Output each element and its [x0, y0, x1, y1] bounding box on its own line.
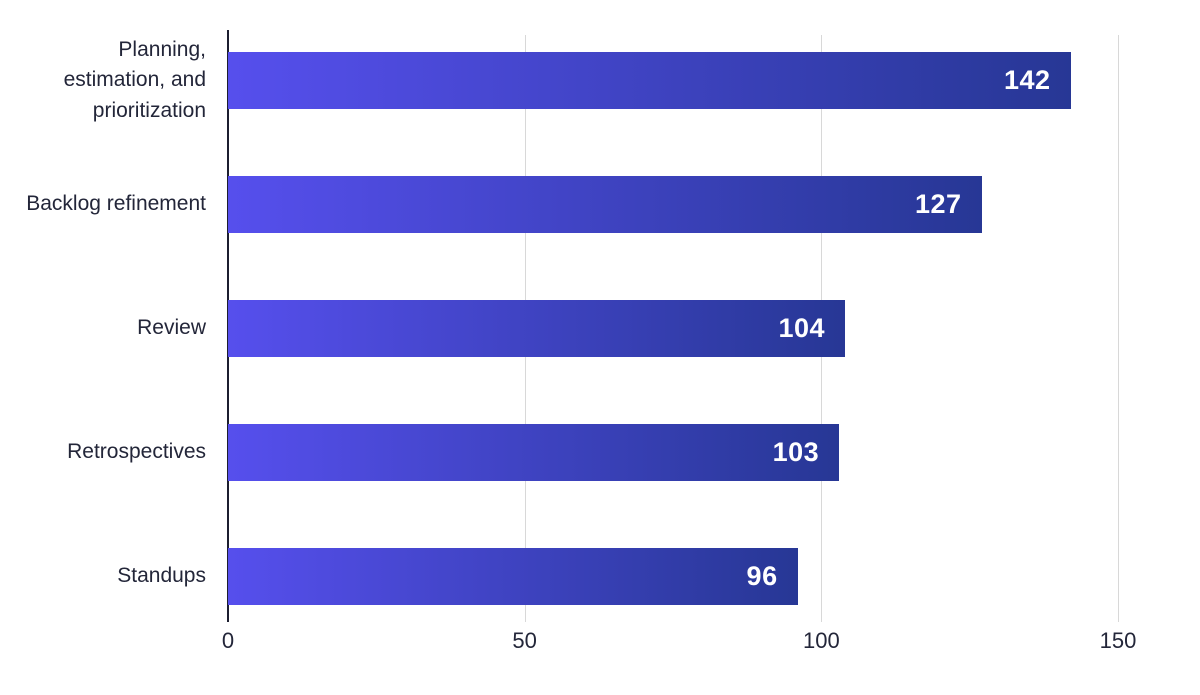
bar: 127: [228, 176, 982, 233]
bar-row: Standups 96: [0, 548, 1200, 605]
bar-rows: Planning, estimation, and prioritization…: [0, 35, 1200, 622]
category-label: Planning, estimation, and prioritization: [0, 38, 228, 122]
bar-row: Retrospectives 103: [0, 424, 1200, 481]
bar: 142: [228, 52, 1071, 109]
x-tick-label: 150: [1099, 628, 1137, 653]
bar: 96: [228, 548, 798, 605]
x-axis-tick-labels: 0 50 100 150: [222, 628, 1136, 662]
bar-value-label: 103: [772, 437, 820, 467]
category-label-text: Backlog refinement: [26, 192, 206, 216]
x-tick-label: 100: [802, 628, 840, 653]
category-label: Review: [0, 300, 228, 357]
bar-value-label: 104: [778, 313, 826, 343]
bar-row: Review 104: [0, 300, 1200, 357]
bar-value-label: 96: [746, 561, 778, 591]
bar-value-label: 127: [914, 189, 962, 219]
x-tick-label: 0: [221, 628, 235, 653]
x-tick-label: 50: [512, 628, 537, 653]
bar: 103: [228, 424, 840, 481]
bar: 104: [228, 300, 846, 357]
bar-track: 103: [228, 424, 1200, 481]
bar-track: 142: [228, 52, 1200, 109]
category-label-text: Standups: [117, 564, 206, 588]
category-label-text: Review: [137, 316, 206, 340]
bar-row: Planning, estimation, and prioritization…: [0, 38, 1200, 122]
bar-track: 127: [228, 176, 1200, 233]
category-label-text: Retrospectives: [67, 440, 206, 464]
category-label: Standups: [0, 548, 228, 605]
bar-track: 104: [228, 300, 1200, 357]
gridline-x-150: [1118, 35, 1119, 622]
category-label: Retrospectives: [0, 424, 228, 481]
category-label: Backlog refinement: [0, 176, 228, 233]
bar-row: Backlog refinement 127: [0, 176, 1200, 233]
category-label-text: Planning, estimation, and prioritization: [63, 37, 206, 122]
bar-value-label: 142: [1003, 65, 1051, 95]
bar-track: 96: [228, 548, 1200, 605]
